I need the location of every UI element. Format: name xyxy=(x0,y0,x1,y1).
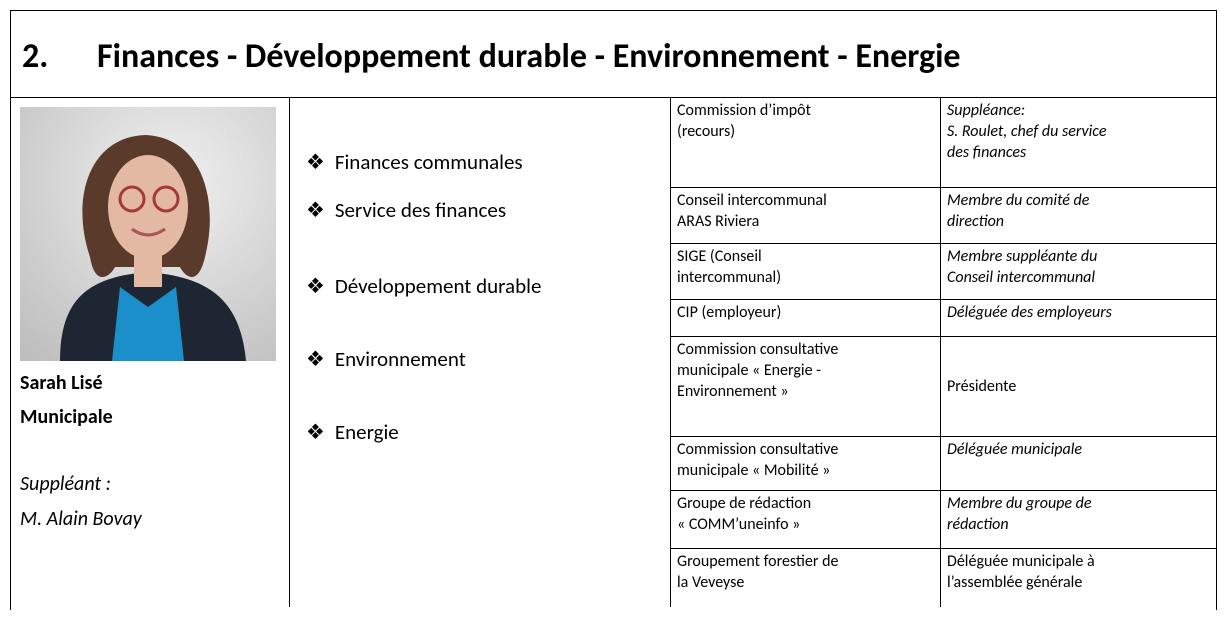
cell-line: Conseil intercommunal xyxy=(677,190,934,211)
cell-line: ARAS Riviera xyxy=(677,211,934,232)
cell-line: Déléguée des employeurs xyxy=(947,302,1210,323)
commission-name: Groupe de rédaction« COMM’uneinfo » xyxy=(671,491,940,548)
cell-line: l’assemblée générale xyxy=(947,572,1210,593)
cell-line: Présidente xyxy=(947,376,1210,397)
cell-line: la Veveyse xyxy=(677,572,934,593)
cell-line: Suppléance: xyxy=(947,100,1210,121)
cell-line: des finances xyxy=(947,142,1210,163)
bullet-icon: ❖ xyxy=(306,419,325,445)
domain-item: ❖ Environnement xyxy=(306,346,466,372)
substitute-name: M. Alain Bovay xyxy=(20,507,142,531)
border xyxy=(10,10,1217,11)
cell-line: S. Roulet, chef du service xyxy=(947,121,1210,142)
cell-line: Commission consultative xyxy=(677,339,934,360)
cell-line: municipale « Energie - xyxy=(677,360,934,381)
cell-line: Conseil intercommunal xyxy=(947,267,1210,288)
person-name: Sarah Lisé xyxy=(20,371,103,395)
domain-item: ❖ Développement durable xyxy=(306,273,541,299)
border xyxy=(289,97,290,607)
commission-role: Déléguée des employeurs xyxy=(941,300,1216,336)
commission-name: CIP (employeur) xyxy=(671,300,940,336)
cell-line: Déléguée municipale xyxy=(947,439,1210,460)
cell-line: Commission consultative xyxy=(677,439,934,460)
bullet-icon: ❖ xyxy=(306,149,325,175)
domain-text: Finances communales xyxy=(335,149,523,175)
cell-line: Groupement forestier de xyxy=(677,551,934,572)
cell-line: Environnement » xyxy=(677,381,934,402)
cell-line: Membre du comité de xyxy=(947,190,1210,211)
commission-role: Présidente xyxy=(941,337,1216,436)
cell-line: Membre suppléante du xyxy=(947,246,1210,267)
bullet-icon: ❖ xyxy=(306,273,325,299)
section-title: Finances - Développement durable - Envir… xyxy=(97,36,961,77)
bullet-icon: ❖ xyxy=(306,346,325,372)
domain-item: ❖ Energie xyxy=(306,419,399,445)
domain-text: Energie xyxy=(335,419,399,445)
cell-line: Groupe de rédaction xyxy=(677,493,934,514)
cell-line: direction xyxy=(947,211,1210,232)
domain-text: Service des finances xyxy=(335,197,506,223)
commission-role: Déléguée municipale xyxy=(941,437,1216,490)
page: {"header": {"number": "2.", "title": "Fi… xyxy=(0,0,1224,604)
cell-line: Commission d’impôt xyxy=(677,100,934,121)
domain-text: Développement durable xyxy=(335,273,542,299)
border xyxy=(10,10,11,610)
portrait-photo xyxy=(20,107,276,361)
cell-line: intercommunal) xyxy=(677,267,934,288)
bullet-icon: ❖ xyxy=(306,197,325,223)
border xyxy=(1216,10,1217,610)
cell-line: CIP (employeur) xyxy=(677,302,934,323)
domain-text: Environnement xyxy=(335,346,466,372)
cell-line: (recours) xyxy=(677,121,934,142)
cell-line: Membre du groupe de xyxy=(947,493,1210,514)
section-number: 2. xyxy=(22,36,48,77)
substitute-label: Suppléant : xyxy=(20,472,111,496)
cell-line: « COMM’uneinfo » xyxy=(677,514,934,535)
person-role: Municipale xyxy=(20,405,113,429)
domain-item: ❖ Service des finances xyxy=(306,197,506,223)
cell-line: Déléguée municipale à xyxy=(947,551,1210,572)
cell-line: SIGE (Conseil xyxy=(677,246,934,267)
cell-line: rédaction xyxy=(947,514,1210,535)
cell-line: municipale « Mobilité » xyxy=(677,460,934,481)
domain-item: ❖ Finances communales xyxy=(306,149,523,175)
commission-name: Commission d’impôt(recours) xyxy=(671,98,940,187)
